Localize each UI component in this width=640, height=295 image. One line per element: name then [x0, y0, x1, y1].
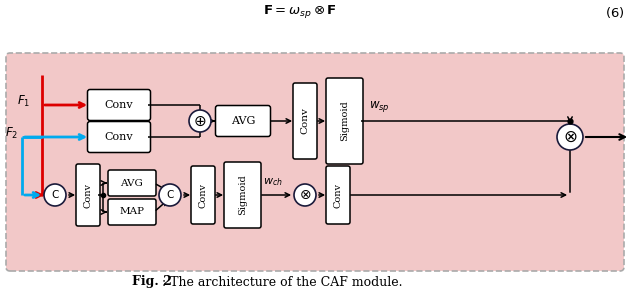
FancyBboxPatch shape	[76, 164, 100, 226]
FancyBboxPatch shape	[216, 106, 271, 137]
FancyBboxPatch shape	[108, 170, 156, 196]
Text: : The architecture of the CAF module.: : The architecture of the CAF module.	[162, 276, 403, 289]
FancyBboxPatch shape	[224, 162, 261, 228]
Circle shape	[44, 184, 66, 206]
Text: Conv: Conv	[198, 183, 207, 207]
Text: $\mathbf{F} = \omega_{sp} \otimes \mathbf{F}$: $\mathbf{F} = \omega_{sp} \otimes \mathb…	[263, 4, 337, 20]
Text: AVG: AVG	[231, 116, 255, 126]
Circle shape	[189, 110, 211, 132]
FancyBboxPatch shape	[191, 166, 215, 224]
Text: Fig. 2: Fig. 2	[132, 276, 172, 289]
Text: Conv: Conv	[83, 183, 93, 207]
Text: Conv: Conv	[333, 183, 342, 207]
Text: MAP: MAP	[120, 207, 145, 217]
Text: $w_{ch}$: $w_{ch}$	[263, 176, 283, 188]
Text: Conv: Conv	[105, 132, 133, 142]
Text: C: C	[166, 190, 173, 200]
Text: $w_{sp}$: $w_{sp}$	[369, 99, 390, 114]
Text: $(6)$: $(6)$	[605, 4, 625, 19]
FancyBboxPatch shape	[88, 122, 150, 153]
FancyBboxPatch shape	[6, 53, 624, 271]
Circle shape	[557, 124, 583, 150]
Text: $F_2$: $F_2$	[5, 125, 18, 140]
Text: $F_1$: $F_1$	[17, 94, 30, 109]
Circle shape	[159, 184, 181, 206]
FancyBboxPatch shape	[326, 166, 350, 224]
Text: C: C	[51, 190, 59, 200]
FancyBboxPatch shape	[108, 199, 156, 225]
FancyBboxPatch shape	[88, 89, 150, 120]
Text: $\otimes$: $\otimes$	[299, 188, 311, 202]
Text: Conv: Conv	[301, 108, 310, 135]
FancyBboxPatch shape	[326, 78, 363, 164]
Text: Sigmoid: Sigmoid	[340, 101, 349, 141]
Text: AVG: AVG	[120, 178, 143, 188]
FancyBboxPatch shape	[293, 83, 317, 159]
Text: Conv: Conv	[105, 100, 133, 110]
Circle shape	[294, 184, 316, 206]
Text: $\oplus$: $\oplus$	[193, 114, 207, 129]
Text: Sigmoid: Sigmoid	[238, 175, 247, 215]
Text: $\otimes$: $\otimes$	[563, 128, 577, 146]
